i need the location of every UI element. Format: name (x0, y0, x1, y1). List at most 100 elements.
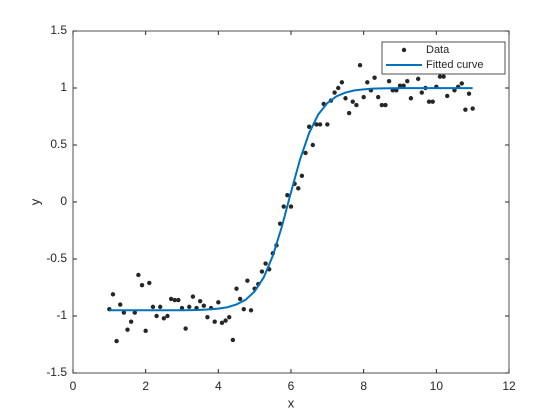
data-point (336, 85, 341, 91)
data-point (466, 91, 472, 96)
data-point (139, 283, 145, 288)
data-point (419, 90, 424, 95)
axes-box (72, 30, 510, 374)
y-tick-label: -1 (56, 308, 67, 322)
data-point (306, 124, 312, 129)
data-point (158, 304, 163, 310)
data-point (401, 83, 406, 88)
data-point (379, 102, 385, 108)
data-point (132, 310, 137, 315)
data-point (452, 88, 457, 93)
y-tick-label: 1 (60, 80, 67, 94)
data-point (118, 302, 123, 307)
data-point (314, 122, 319, 127)
data-point (128, 319, 134, 324)
x-tick-label: 2 (142, 379, 149, 393)
x-tick-label: 4 (215, 379, 222, 393)
data-point (288, 204, 294, 209)
data-point (237, 296, 243, 302)
data-point (172, 297, 177, 303)
data-point (248, 308, 254, 313)
data-point (154, 313, 159, 319)
data-point (121, 310, 127, 315)
data-point (459, 81, 464, 86)
data-point (332, 90, 337, 95)
data-point (317, 122, 323, 127)
data-point (397, 83, 403, 88)
data-point (343, 96, 348, 101)
data-point (310, 142, 315, 148)
data-point (114, 338, 119, 344)
data-point (365, 80, 370, 85)
y-axis-label: y (27, 198, 42, 205)
data-point (212, 319, 217, 324)
data-point (463, 107, 468, 112)
data-point (150, 304, 156, 310)
x-tick-label: 6 (288, 379, 295, 393)
y-tick-label: -0.5 (46, 251, 67, 265)
data-point (394, 88, 399, 93)
y-tick-label: 0 (60, 194, 67, 208)
data-point (376, 94, 381, 100)
data-point (361, 94, 366, 100)
data-point (205, 314, 210, 320)
y-tick-label: 1.5 (50, 23, 67, 37)
data-point (426, 99, 432, 104)
data-point (187, 304, 192, 310)
legend-marker (401, 47, 407, 53)
data-point (227, 314, 232, 320)
data-point (176, 297, 181, 303)
data-point (277, 221, 283, 226)
x-tick-label: 0 (70, 379, 77, 393)
data-point (197, 298, 203, 304)
data-point (165, 313, 170, 319)
data-point (263, 261, 268, 266)
data-point (372, 75, 377, 80)
data-point (386, 78, 392, 84)
data-point (179, 305, 185, 311)
x-tick-label: 8 (360, 379, 367, 393)
data-point (245, 278, 250, 283)
y-tick-label: -1.5 (46, 365, 67, 379)
data-point (354, 102, 359, 108)
legend-box (381, 41, 506, 75)
legend-label: Data (426, 44, 450, 56)
fitted-line (109, 87, 473, 312)
data-point (437, 74, 443, 79)
data-point (241, 306, 246, 312)
data-point (303, 150, 308, 156)
data-point (190, 294, 196, 299)
data-point (223, 318, 228, 323)
legend-label: Fitted curve (426, 59, 483, 71)
data-point (325, 122, 330, 127)
data-point (285, 192, 290, 198)
data-point (201, 303, 206, 308)
data-point (143, 328, 148, 334)
data-point (408, 96, 414, 101)
data-point (445, 93, 450, 99)
x-axis-label: x (288, 395, 295, 410)
data-point (346, 110, 352, 116)
data-point (110, 292, 116, 297)
y-tick-label: 0.5 (50, 137, 67, 151)
data-point (281, 204, 286, 209)
data-point (350, 99, 355, 104)
data-point (147, 280, 152, 286)
data-point (216, 300, 221, 305)
data-point (299, 173, 305, 178)
data-point (296, 186, 301, 191)
data-point (234, 286, 239, 291)
data-point (230, 337, 236, 343)
data-point (441, 74, 446, 79)
data-point (430, 99, 435, 104)
data-point (183, 326, 188, 331)
data-point (415, 76, 421, 82)
data-point (168, 296, 174, 302)
x-tick-label: 10 (430, 379, 444, 393)
data-point (161, 316, 167, 321)
data-point (339, 80, 345, 85)
x-tick-label: 12 (502, 379, 516, 393)
data-point (219, 320, 225, 326)
data-point (259, 269, 265, 274)
